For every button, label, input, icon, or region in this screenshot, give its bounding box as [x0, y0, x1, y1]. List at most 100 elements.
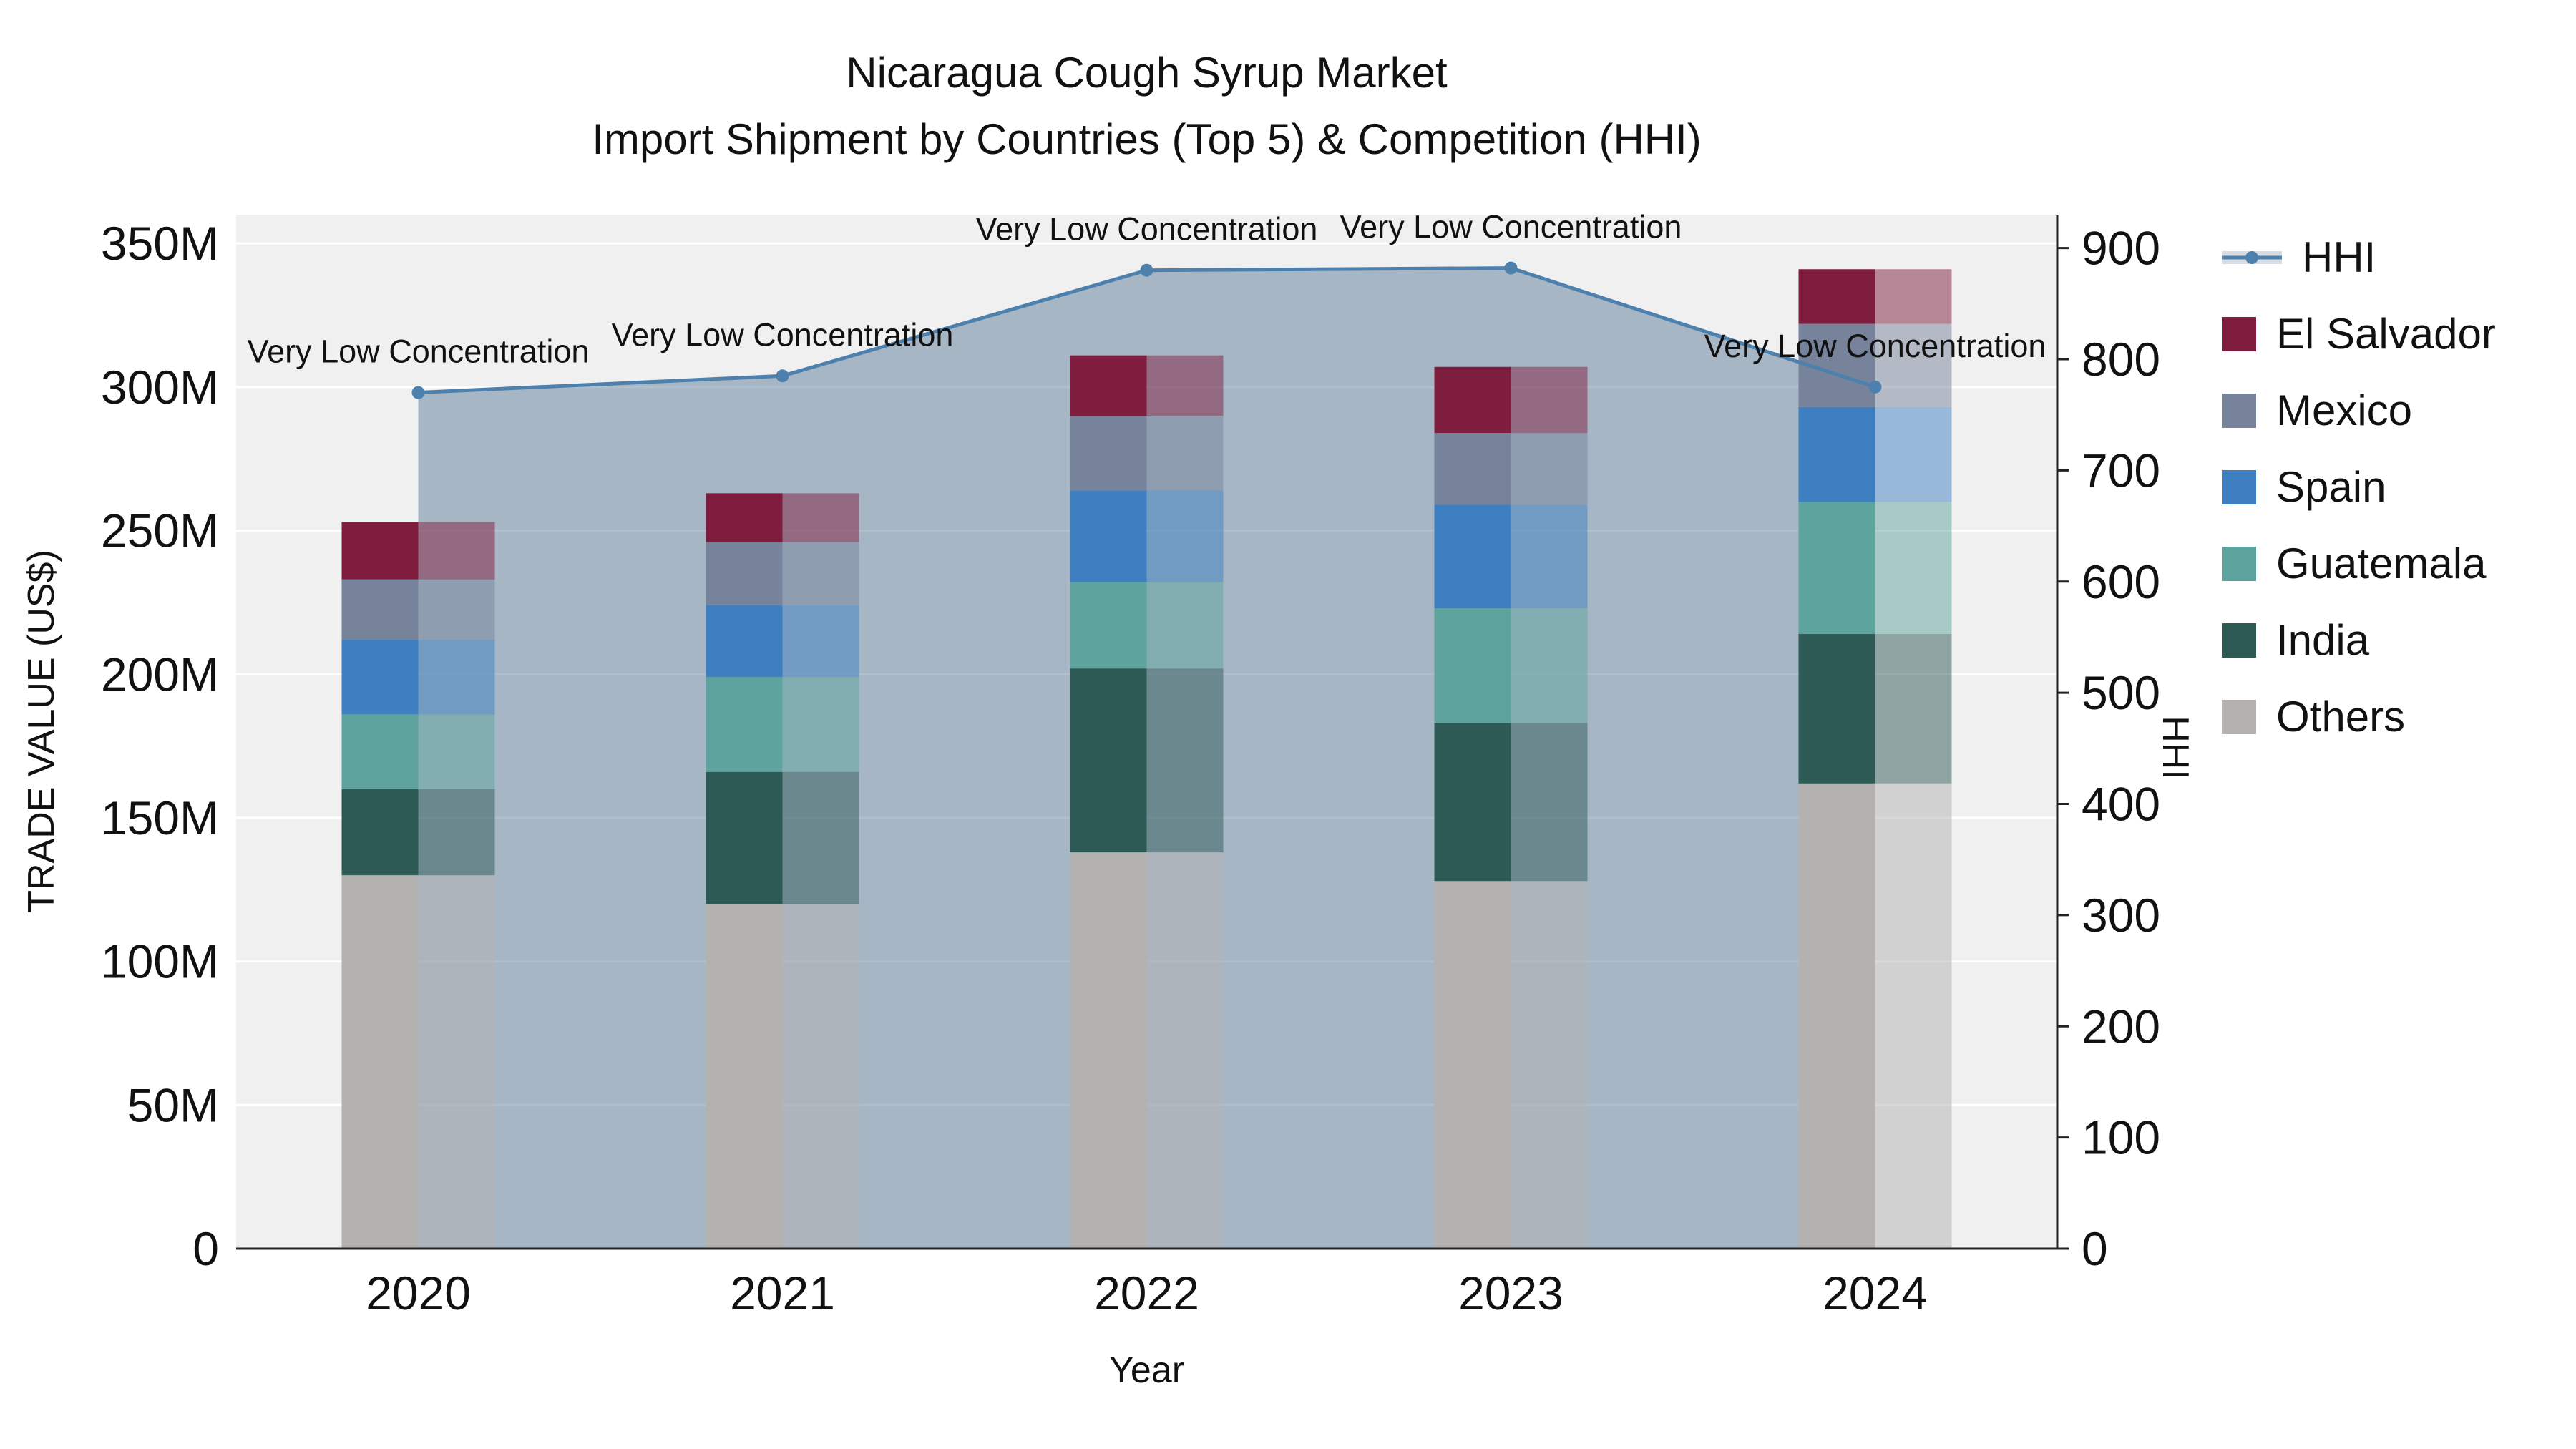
- bar-segment-muted-others-2020[interactable]: [418, 875, 495, 1249]
- bar-segment-india-2024[interactable]: [1798, 634, 1875, 784]
- bar-segment-muted-mexico-2020[interactable]: [418, 579, 495, 640]
- y-right-tick-100: 100: [2082, 1111, 2160, 1164]
- x-tick-2024: 2024: [1823, 1267, 1928, 1319]
- bar-segment-muted-spain-2021[interactable]: [782, 605, 859, 678]
- bar-segment-mexico-2021[interactable]: [706, 542, 783, 605]
- hhi-line-swatch: [2222, 250, 2282, 264]
- annotation-2024: Very Low Concentration: [1704, 328, 2046, 364]
- bar-segment-others-2020[interactable]: [341, 875, 419, 1249]
- bar-segment-guatemala-2022[interactable]: [1070, 582, 1147, 669]
- color-swatch-el-salvador: [2222, 316, 2256, 351]
- legend-item-el-salvador[interactable]: El Salvador: [2222, 309, 2496, 358]
- hhi-point-2022[interactable]: [1140, 263, 1153, 277]
- color-swatch-spain: [2222, 469, 2256, 504]
- color-swatch-india: [2222, 623, 2256, 658]
- y-right-tick-600: 600: [2082, 555, 2160, 608]
- bar-segment-muted-spain-2024[interactable]: [1875, 406, 1952, 502]
- bar-segment-muted-mexico-2024[interactable]: [1875, 323, 1952, 407]
- bar-segment-muted-el-salvador-2022[interactable]: [1146, 355, 1224, 416]
- y-left-tick-200M: 200M: [101, 648, 219, 701]
- bar-segment-muted-guatemala-2021[interactable]: [782, 677, 859, 772]
- y-right-tick-900: 900: [2082, 222, 2160, 275]
- bar-segment-mexico-2022[interactable]: [1070, 415, 1147, 491]
- bar-segment-el-salvador-2020[interactable]: [341, 522, 419, 580]
- y-left-axis-title: TRADE VALUE (US$): [21, 550, 62, 913]
- x-tick-2020: 2020: [366, 1267, 471, 1319]
- hhi-point-2020[interactable]: [411, 386, 425, 399]
- y-right-tick-0: 0: [2082, 1222, 2108, 1275]
- bar-segment-muted-mexico-2022[interactable]: [1146, 415, 1224, 491]
- bar-segment-muted-spain-2023[interactable]: [1511, 504, 1588, 608]
- bar-segment-others-2023[interactable]: [1434, 881, 1511, 1249]
- bar-segment-muted-guatemala-2020[interactable]: [418, 714, 495, 789]
- y-right-tick-200: 200: [2082, 1000, 2160, 1053]
- bar-segment-el-salvador-2024[interactable]: [1798, 269, 1875, 324]
- bar-segment-muted-guatemala-2022[interactable]: [1146, 582, 1224, 669]
- bar-segment-muted-india-2020[interactable]: [418, 789, 495, 876]
- bar-segment-muted-el-salvador-2024[interactable]: [1875, 269, 1952, 324]
- bar-segment-muted-el-salvador-2021[interactable]: [782, 493, 859, 542]
- bar-segment-muted-spain-2020[interactable]: [418, 640, 495, 715]
- bar-segment-india-2021[interactable]: [706, 771, 783, 904]
- bar-segment-spain-2022[interactable]: [1070, 490, 1147, 582]
- bar-segment-guatemala-2024[interactable]: [1798, 502, 1875, 635]
- bar-segment-el-salvador-2022[interactable]: [1070, 355, 1147, 416]
- bar-segment-muted-mexico-2023[interactable]: [1511, 433, 1588, 505]
- bar-segment-muted-others-2022[interactable]: [1146, 852, 1224, 1249]
- bar-segment-muted-el-salvador-2020[interactable]: [418, 522, 495, 580]
- bar-segment-india-2020[interactable]: [341, 789, 419, 876]
- bar-segment-spain-2023[interactable]: [1434, 504, 1511, 608]
- bar-segment-others-2021[interactable]: [706, 904, 783, 1249]
- bar-segment-muted-spain-2022[interactable]: [1146, 490, 1224, 582]
- color-swatch-others: [2222, 699, 2256, 734]
- bar-segment-muted-india-2023[interactable]: [1511, 723, 1588, 882]
- bar-segment-muted-others-2021[interactable]: [782, 904, 859, 1249]
- hhi-point-2021[interactable]: [776, 369, 789, 383]
- x-tick-2021: 2021: [730, 1267, 835, 1319]
- legend-item-mexico[interactable]: Mexico: [2222, 386, 2496, 435]
- bar-segment-el-salvador-2023[interactable]: [1434, 366, 1511, 434]
- hhi-point-2024[interactable]: [1868, 380, 1882, 394]
- bar-segment-guatemala-2021[interactable]: [706, 677, 783, 772]
- legend-label: Mexico: [2276, 386, 2413, 434]
- bar-segment-el-salvador-2021[interactable]: [706, 493, 783, 542]
- bar-segment-others-2024[interactable]: [1798, 783, 1875, 1249]
- legend-label: Spain: [2276, 463, 2386, 511]
- y-right-axis-title: HHI: [2155, 716, 2196, 780]
- legend-item-others[interactable]: Others: [2222, 692, 2496, 741]
- bar-segment-muted-mexico-2021[interactable]: [782, 542, 859, 605]
- bar-segment-mexico-2020[interactable]: [341, 579, 419, 640]
- annotation-2020: Very Low Concentration: [248, 333, 590, 370]
- hhi-point-2023[interactable]: [1504, 261, 1518, 275]
- bar-segment-spain-2020[interactable]: [341, 640, 419, 715]
- bar-segment-muted-el-salvador-2023[interactable]: [1511, 366, 1588, 434]
- bar-segment-guatemala-2023[interactable]: [1434, 608, 1511, 723]
- bar-segment-guatemala-2020[interactable]: [341, 714, 419, 789]
- bar-segment-spain-2021[interactable]: [706, 605, 783, 678]
- color-swatch-guatemala: [2222, 546, 2256, 581]
- legend-item-india[interactable]: India: [2222, 615, 2496, 665]
- bar-segment-spain-2024[interactable]: [1798, 406, 1875, 502]
- legend-label: India: [2276, 616, 2370, 664]
- bar-segment-muted-others-2024[interactable]: [1875, 783, 1952, 1249]
- bar-segment-muted-guatemala-2024[interactable]: [1875, 502, 1952, 635]
- bar-segment-muted-india-2024[interactable]: [1875, 634, 1952, 784]
- legend-item-guatemala[interactable]: Guatemala: [2222, 539, 2496, 588]
- y-left-tick-50M: 50M: [127, 1078, 219, 1131]
- bar-segment-muted-others-2023[interactable]: [1511, 881, 1588, 1249]
- bar-segment-others-2022[interactable]: [1070, 852, 1147, 1249]
- y-left-tick-0: 0: [192, 1222, 219, 1275]
- legend-label: El Salvador: [2276, 310, 2496, 358]
- bar-segment-india-2023[interactable]: [1434, 723, 1511, 882]
- legend-item-hhi[interactable]: HHI: [2222, 233, 2496, 282]
- bar-segment-india-2022[interactable]: [1070, 668, 1147, 853]
- y-right-tick-400: 400: [2082, 778, 2160, 831]
- bar-segment-muted-india-2022[interactable]: [1146, 668, 1224, 853]
- bar-segment-mexico-2023[interactable]: [1434, 433, 1511, 505]
- bar-segment-muted-india-2021[interactable]: [782, 771, 859, 904]
- legend-item-spain[interactable]: Spain: [2222, 462, 2496, 512]
- y-left-tick-350M: 350M: [101, 217, 219, 270]
- x-axis-title: Year: [1108, 1350, 1185, 1391]
- bar-segment-muted-guatemala-2023[interactable]: [1511, 608, 1588, 723]
